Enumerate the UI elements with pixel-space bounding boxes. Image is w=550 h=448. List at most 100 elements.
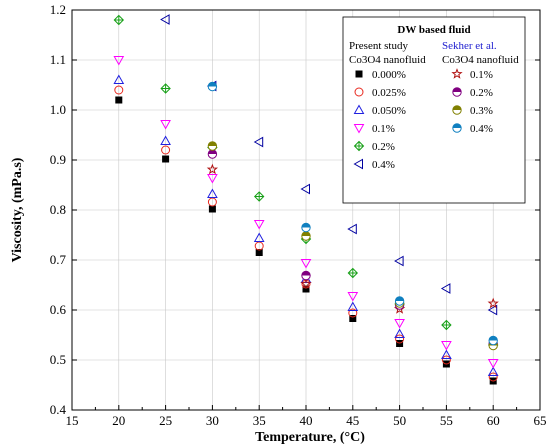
data-point bbox=[206, 163, 219, 175]
data-point bbox=[115, 96, 123, 104]
data-point bbox=[302, 285, 310, 293]
marker-shape bbox=[300, 183, 310, 195]
legend-marker bbox=[452, 105, 462, 115]
marker-shape bbox=[354, 87, 364, 97]
x-tick-label: 15 bbox=[66, 413, 79, 428]
data-point bbox=[161, 145, 171, 155]
data-point bbox=[253, 191, 265, 202]
marker-shape bbox=[160, 14, 170, 25]
data-point bbox=[208, 205, 216, 213]
data-point bbox=[300, 259, 312, 269]
data-point bbox=[253, 220, 265, 230]
series-sekher-0.4% bbox=[207, 81, 498, 346]
marker-shape bbox=[487, 304, 498, 316]
marker-shape bbox=[160, 135, 171, 145]
legend-label: 0.1% bbox=[470, 69, 493, 81]
legend-label: 0.025% bbox=[372, 87, 406, 99]
data-point bbox=[347, 292, 359, 302]
data-point bbox=[487, 366, 499, 376]
marker-shape bbox=[395, 296, 404, 301]
marker-shape bbox=[208, 205, 216, 213]
marker-shape bbox=[487, 359, 499, 369]
marker-shape bbox=[253, 220, 265, 230]
legend-label: 0.2% bbox=[470, 87, 493, 99]
marker-shape bbox=[394, 255, 404, 267]
data-point bbox=[113, 14, 125, 26]
y-axis-title: Viscosity, (mPa.s) bbox=[10, 157, 25, 262]
y-tick-label: 0.7 bbox=[50, 252, 67, 267]
legend-marker bbox=[353, 140, 365, 152]
legend-marker bbox=[451, 68, 463, 79]
data-point bbox=[441, 355, 451, 365]
marker-shape bbox=[114, 85, 124, 95]
marker-shape bbox=[489, 336, 498, 341]
data-point bbox=[300, 278, 312, 289]
data-point bbox=[255, 249, 263, 256]
data-point bbox=[347, 267, 359, 279]
data-point bbox=[487, 359, 499, 369]
legend-label: 0.000% bbox=[372, 69, 406, 81]
y-tick-label: 0.6 bbox=[50, 302, 67, 317]
legend-label: 0.4% bbox=[470, 123, 493, 135]
legend-marker bbox=[353, 124, 365, 134]
legend-label: 0.4% bbox=[372, 159, 395, 171]
data-point bbox=[349, 315, 357, 322]
y-tick-label: 1.2 bbox=[50, 2, 66, 17]
marker-shape bbox=[452, 123, 462, 128]
marker-shape bbox=[113, 56, 125, 66]
data-point bbox=[160, 83, 171, 94]
data-point bbox=[301, 231, 311, 241]
x-tick-label: 60 bbox=[487, 413, 500, 428]
data-point bbox=[394, 255, 404, 267]
data-point bbox=[207, 149, 218, 159]
data-point bbox=[441, 341, 452, 351]
legend-marker bbox=[452, 123, 462, 133]
marker-shape bbox=[253, 136, 264, 148]
marker-shape bbox=[347, 223, 357, 235]
marker-shape bbox=[301, 231, 311, 236]
data-point bbox=[487, 297, 499, 309]
marker-shape bbox=[206, 163, 219, 175]
legend-marker bbox=[353, 158, 363, 170]
data-point bbox=[113, 74, 125, 84]
legend-group1-subtitle: Co3O4 nanofluid bbox=[349, 54, 426, 66]
legend-label: 0.2% bbox=[372, 141, 395, 153]
x-tick-label: 45 bbox=[346, 413, 359, 428]
marker-shape bbox=[487, 366, 499, 376]
legend-marker bbox=[355, 70, 363, 78]
marker-shape bbox=[160, 120, 171, 130]
data-point bbox=[160, 120, 171, 130]
marker-shape bbox=[347, 292, 359, 302]
legend-box bbox=[342, 16, 526, 204]
marker-shape bbox=[208, 141, 217, 146]
data-point bbox=[394, 328, 405, 338]
x-tick-label: 25 bbox=[159, 413, 172, 428]
marker-shape bbox=[353, 104, 365, 114]
legend-label: 0.1% bbox=[372, 123, 395, 135]
marker-shape bbox=[355, 70, 363, 78]
marker-shape bbox=[301, 271, 311, 276]
y-tick-label: 0.5 bbox=[50, 352, 66, 367]
x-tick-label: 30 bbox=[206, 413, 219, 428]
marker-shape bbox=[162, 155, 170, 163]
axis-ticks: 15 20 25 30 35 40 45 50 55 60 65 0.4 0.5 0.6 0.7 0.8 0.9… bbox=[50, 2, 547, 428]
y-tick-label: 0.4 bbox=[50, 402, 67, 417]
data-markers bbox=[113, 14, 499, 385]
marker-shape bbox=[207, 188, 218, 198]
data-point bbox=[488, 372, 498, 382]
data-point bbox=[207, 188, 218, 198]
marker-shape bbox=[395, 334, 405, 344]
data-point bbox=[348, 308, 358, 318]
x-axis-title: Temperature, (°C) bbox=[255, 430, 365, 445]
data-point bbox=[160, 135, 171, 145]
marker-shape bbox=[208, 82, 217, 87]
data-point bbox=[395, 334, 405, 344]
marker-shape bbox=[300, 278, 312, 289]
data-point bbox=[441, 319, 452, 331]
marker-shape bbox=[441, 355, 451, 365]
y-tick-label: 0.8 bbox=[50, 202, 66, 217]
x-tick-label: 35 bbox=[253, 413, 266, 428]
data-point bbox=[207, 141, 218, 151]
marker-shape bbox=[348, 308, 358, 318]
legend-label: 0.3% bbox=[470, 105, 493, 117]
